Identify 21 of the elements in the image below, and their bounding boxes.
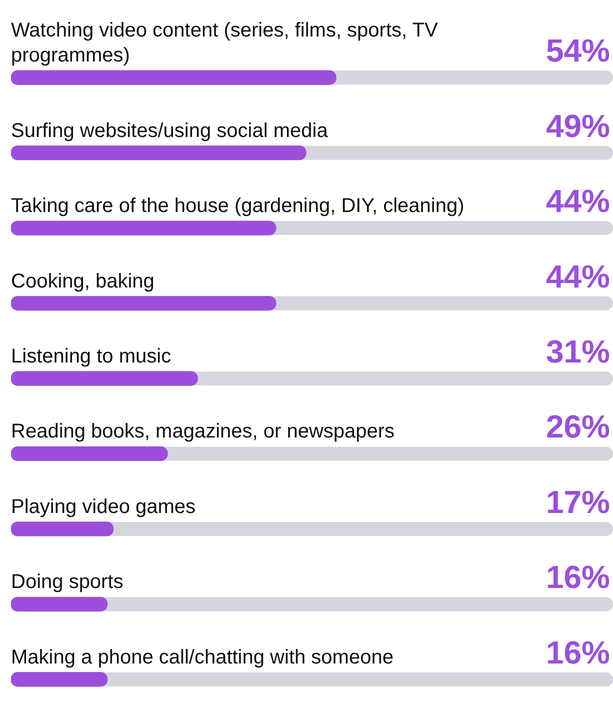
y-tick-label: Doing sports xyxy=(11,571,124,594)
data-label: 31% xyxy=(546,334,610,370)
y-tick-label: Surfing websites/using social media xyxy=(11,120,329,142)
y-tick-label: Listening to music xyxy=(11,346,172,368)
data-label: 17% xyxy=(546,484,610,520)
y-tick-label: Taking care of the house (gardening, DIY, cleaning) xyxy=(11,195,464,218)
y-tick-label: Watching video content (series, films, sports, TV programmes) xyxy=(11,20,438,67)
data-label: 49% xyxy=(546,108,610,144)
bar xyxy=(11,596,108,612)
y-tick-label: Cooking, baking xyxy=(11,270,154,292)
data-label: 54% xyxy=(546,32,610,69)
data-label: 16% xyxy=(546,559,610,596)
data-label: 26% xyxy=(546,408,610,445)
bar xyxy=(11,672,108,687)
y-tick-label: Making a phone call/chatting with someone xyxy=(11,646,394,668)
data-label: 44% xyxy=(546,183,610,220)
y-tick-label: Reading books, magazines, or newspapers xyxy=(11,420,395,443)
y-tick-label: Playing video games xyxy=(11,496,196,518)
bar xyxy=(11,522,114,536)
data-label: 16% xyxy=(546,634,610,670)
data-label: 44% xyxy=(546,258,610,294)
